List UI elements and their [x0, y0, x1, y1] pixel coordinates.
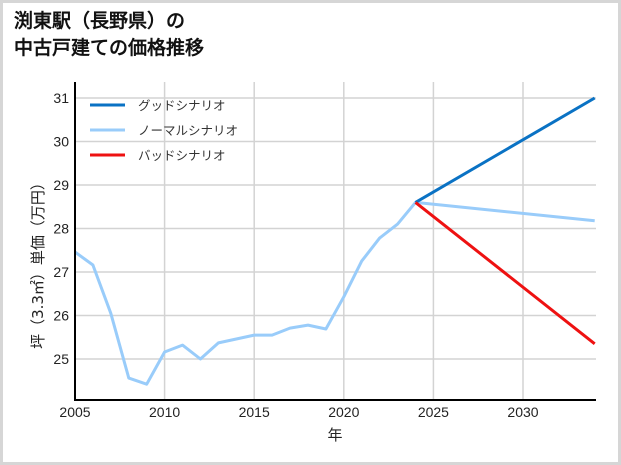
legend-label: グッドシナリオ	[138, 98, 226, 113]
x-tick-label: 2010	[149, 404, 180, 420]
y-tick-label: 31	[53, 90, 69, 106]
x-axis-label: 年	[327, 426, 342, 444]
chart-title-line-1: 渕東駅（長野県）の	[14, 10, 186, 32]
y-tick-label: 26	[53, 308, 69, 324]
y-axis-label: 坪（3.3㎡）単価（万円）	[29, 175, 47, 349]
data-series	[74, 96, 596, 386]
y-tick-label: 29	[53, 177, 69, 193]
axes	[74, 82, 596, 401]
series-line-2	[414, 201, 596, 345]
series-line-1	[74, 200, 595, 386]
y-tick-label: 30	[53, 134, 69, 150]
chart-title: 渕東駅（長野県）の 中古戸建ての価格推移	[14, 8, 204, 62]
x-tick-label: 2005	[59, 404, 90, 420]
x-tick-label: 2015	[239, 404, 270, 420]
grid-lines	[74, 82, 596, 400]
tick-labels: 25 26 27 28 29 30 31 2005 2010 2015 2020 2025 2030	[53, 90, 538, 420]
legend-label: バッドシナリオ	[138, 148, 226, 163]
y-tick-label: 25	[53, 351, 69, 367]
y-tick-label: 27	[53, 264, 69, 280]
series-line-0	[414, 96, 596, 204]
x-tick-label: 2030	[507, 404, 538, 420]
y-tick-label: 28	[53, 221, 69, 237]
legend-label: ノーマルシナリオ	[138, 123, 238, 138]
x-tick-label: 2025	[418, 404, 449, 420]
x-tick-label: 2020	[328, 404, 359, 420]
chart-title-line-2: 中古戸建ての価格推移	[14, 37, 205, 59]
